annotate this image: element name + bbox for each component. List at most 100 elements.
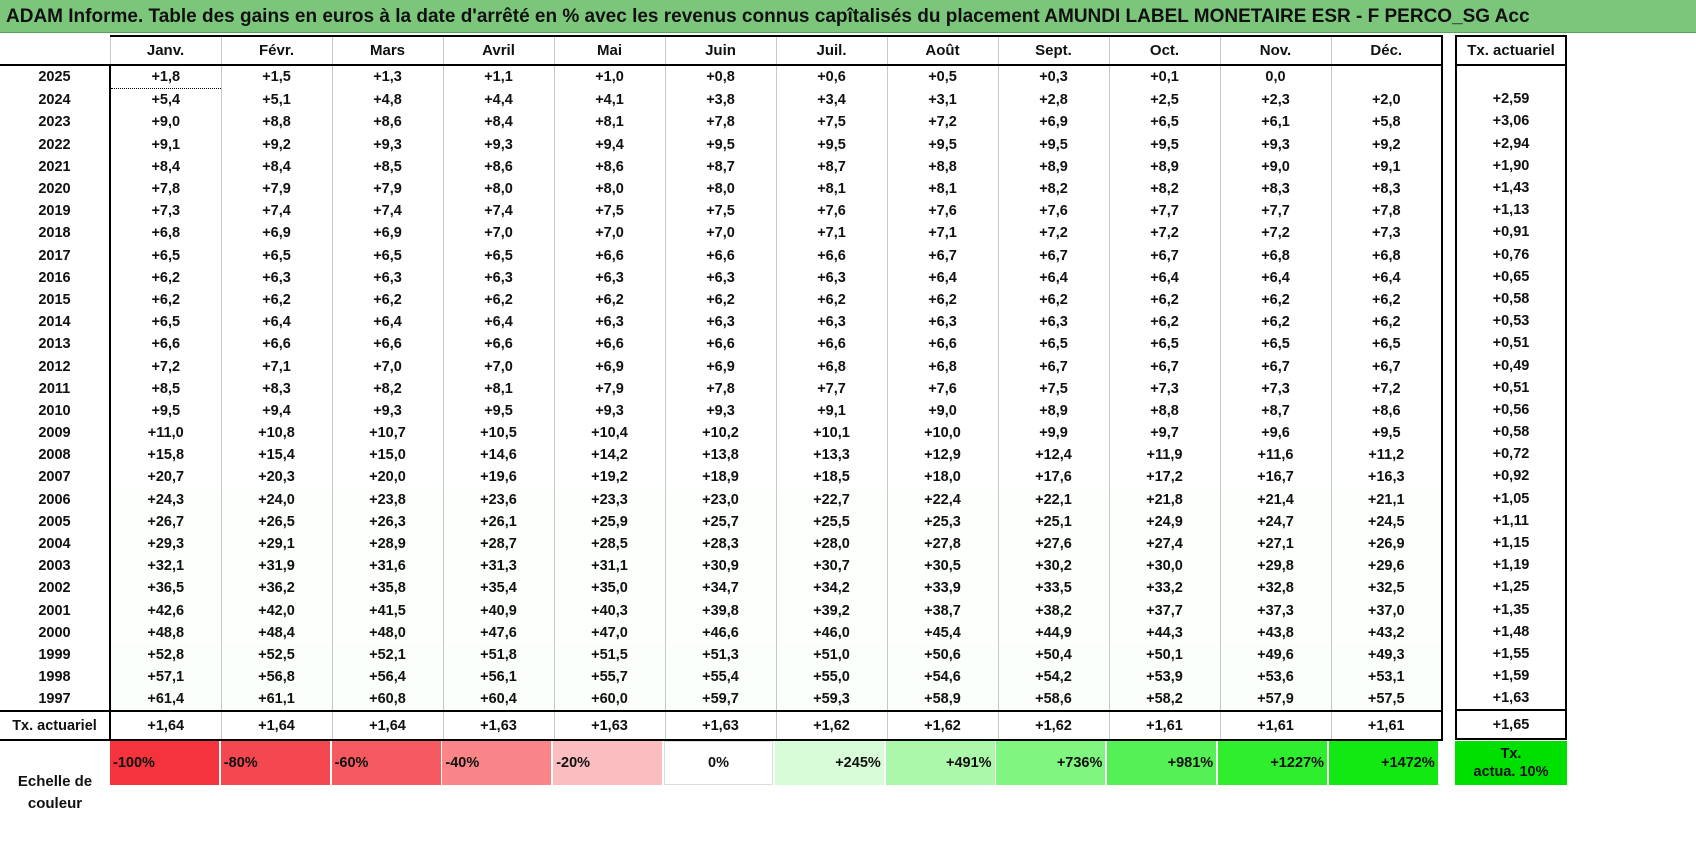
gain-cell: +6,6: [664, 333, 777, 356]
gain-cell: +32,1: [109, 555, 222, 578]
gain-cell: +11,2: [1330, 444, 1443, 467]
tx-cell: +0,56: [1455, 398, 1567, 421]
gain-cell: +10,8: [220, 422, 333, 445]
gain-cell: +4,4: [442, 88, 555, 112]
tx-row: +1,35: [1455, 598, 1567, 621]
gain-cell: +6,2: [664, 288, 777, 312]
gain-cell: +6,5: [109, 244, 222, 267]
gain-cell: +52,1: [331, 643, 444, 667]
gain-cell: +9,5: [775, 133, 888, 156]
legend-swatch: -40%: [442, 741, 552, 785]
gain-cell: +7,9: [331, 177, 444, 201]
gain-cell: +6,4: [1108, 266, 1221, 289]
tx-row: +0,76: [1455, 243, 1567, 266]
year-cell: 2015: [0, 288, 111, 312]
gain-cell: +6,1: [1219, 111, 1332, 134]
month-header: Mai: [553, 35, 666, 66]
gain-cell: +26,3: [331, 510, 444, 533]
gain-cell: +20,7: [109, 466, 222, 489]
footer-tx-cell: +1,64: [109, 711, 222, 742]
gain-cell: +3,1: [886, 88, 999, 112]
gain-cell: +27,4: [1108, 532, 1221, 556]
gain-cell: +51,8: [442, 643, 555, 667]
gain-cell: +15,8: [109, 444, 222, 467]
gain-cell: +6,5: [442, 244, 555, 267]
gain-cell: +6,8: [775, 355, 888, 378]
gain-cell: +0,1: [1108, 65, 1221, 89]
gain-cell: +6,7: [1330, 355, 1443, 378]
gain-cell: +16,3: [1330, 466, 1443, 489]
tx-row: +3,06: [1455, 110, 1567, 133]
gain-cell: +29,6: [1330, 555, 1443, 578]
gain-cell: +6,9: [553, 355, 666, 378]
gain-cell: +1,8: [109, 65, 222, 90]
gain-cell: +6,8: [109, 222, 222, 245]
gain-cell: +35,0: [553, 577, 666, 600]
gain-cell: +51,3: [664, 643, 777, 667]
gain-cell: +0,6: [775, 65, 888, 89]
gain-cell: +31,1: [553, 555, 666, 578]
table-row: 2007 +20,7 +20,3 +20,0 +19,6 +19,2 +18,9 +18,5 +…: [0, 466, 1443, 489]
gain-cell: +27,8: [886, 532, 999, 556]
table-row: 2021 +8,4 +8,4 +8,5 +8,6 +8,6 +8,7 +8,7 +8,8 +8,9…: [0, 155, 1443, 178]
table-row: 1997 +61,4 +61,1 +60,8 +60,4 +60,0 +59,7 +59,3 +…: [0, 688, 1443, 713]
gain-cell: +7,6: [886, 377, 999, 400]
gain-cell: +11,0: [109, 422, 222, 445]
gain-cell: +7,5: [997, 377, 1110, 400]
tx-cell: +0,72: [1455, 443, 1567, 466]
gain-cell: +8,3: [1330, 177, 1443, 201]
gain-cell: +6,3: [442, 266, 555, 289]
gain-cell: +2,0: [1330, 88, 1443, 112]
gain-cell: +29,3: [109, 532, 222, 556]
gain-cell: +0,8: [664, 65, 777, 89]
gain-cell: +7,0: [553, 222, 666, 245]
gain-cell: +26,9: [1330, 532, 1443, 556]
year-cell: 2013: [0, 333, 111, 356]
gain-cell: +58,6: [997, 688, 1110, 713]
gain-cell: +9,6: [1219, 422, 1332, 445]
tx-row: +0,91: [1455, 221, 1567, 244]
year-cell: 2022: [0, 133, 111, 156]
gain-cell: +9,4: [553, 133, 666, 156]
gain-cell: +6,2: [1219, 311, 1332, 334]
month-header: Août: [886, 35, 999, 66]
gain-cell: +35,8: [331, 577, 444, 600]
gain-cell: +6,4: [220, 311, 333, 334]
footer-tx-row: +1,65: [1455, 710, 1567, 741]
gain-cell: +6,4: [442, 311, 555, 334]
gain-cell: +7,0: [442, 222, 555, 245]
gains-table: Janv. Févr. Mars Avril Mai Juin Juil. Août Sept.…: [0, 35, 1443, 742]
gain-cell: +9,0: [109, 111, 222, 134]
gain-cell: +10,4: [553, 422, 666, 445]
gain-cell: +50,6: [886, 643, 999, 667]
gain-cell: +7,2: [1330, 377, 1443, 400]
gain-cell: +38,7: [886, 599, 999, 622]
gain-cell: +9,5: [442, 399, 555, 422]
tx-cell: +2,59: [1455, 88, 1567, 111]
gain-cell: +46,0: [775, 621, 888, 644]
gain-cell: +7,0: [664, 222, 777, 245]
gain-cell: +50,1: [1108, 643, 1221, 667]
tx-cell: +1,63: [1455, 687, 1567, 712]
table-row: 2011 +8,5 +8,3 +8,2 +8,1 +7,9 +7,8 +7,7 +7,6 +7,5…: [0, 377, 1443, 400]
gain-cell: +9,3: [442, 133, 555, 156]
gain-cell: +12,9: [886, 444, 999, 467]
tx-row: +1,90: [1455, 154, 1567, 177]
table-row: 2008 +15,8 +15,4 +15,0 +14,6 +14,2 +13,8 +13,3 +…: [0, 444, 1443, 467]
tx-row: +2,59: [1455, 88, 1567, 111]
gain-cell: +6,3: [553, 266, 666, 289]
gain-cell: +6,2: [997, 288, 1110, 312]
gain-cell: +44,3: [1108, 621, 1221, 644]
month-header: Déc.: [1330, 35, 1443, 66]
gain-cell: +6,8: [1330, 244, 1443, 267]
tx-row: [1455, 65, 1567, 89]
gain-cell: +33,5: [997, 577, 1110, 600]
gain-cell: +6,3: [664, 266, 777, 289]
gain-cell: +25,7: [664, 510, 777, 533]
gain-cell: +8,6: [1330, 399, 1443, 422]
table-row: 2022 +9,1 +9,2 +9,3 +9,3 +9,4 +9,5 +9,5 +9,5 +9,5…: [0, 133, 1443, 156]
gain-cell: +6,2: [1330, 311, 1443, 334]
gain-cell: +7,2: [997, 222, 1110, 245]
tx-row: +1,11: [1455, 509, 1567, 532]
gain-cell: +1,3: [331, 65, 444, 89]
